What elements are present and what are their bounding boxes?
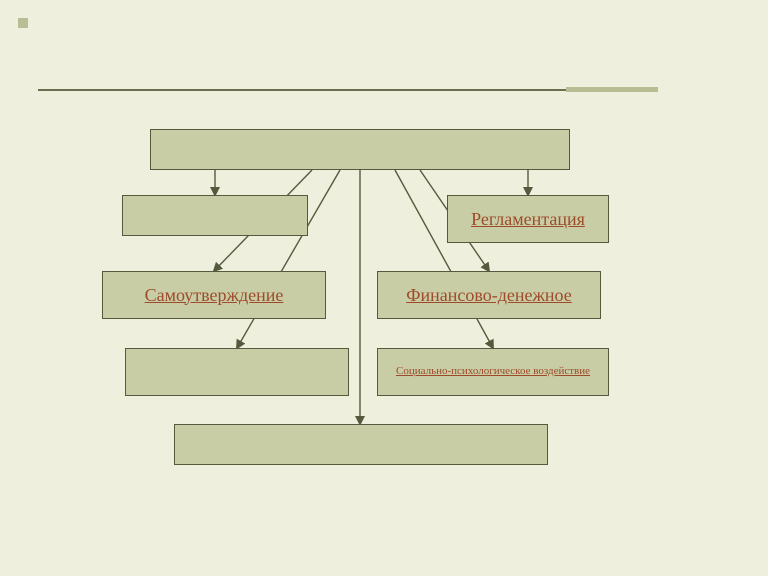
slide-canvas: Регламентация Самоутверждение Финансово-де… — [0, 0, 768, 576]
diagram-node-n6: Социально-психологическое воздействие — [377, 348, 609, 396]
diagram-node-root — [150, 129, 570, 170]
decor-horizontal-rule — [38, 89, 566, 91]
diagram-node-n2: Регламентация — [447, 195, 609, 243]
diagram-node-n3: Самоутверждение — [102, 271, 326, 319]
decor-corner-square — [18, 18, 28, 28]
diagram-node-n7 — [174, 424, 548, 465]
diagram-node-n5 — [125, 348, 349, 396]
diagram-node-n4: Финансово-денежное — [377, 271, 601, 319]
diagram-node-n1 — [122, 195, 308, 236]
decor-rule-accent — [566, 87, 658, 92]
